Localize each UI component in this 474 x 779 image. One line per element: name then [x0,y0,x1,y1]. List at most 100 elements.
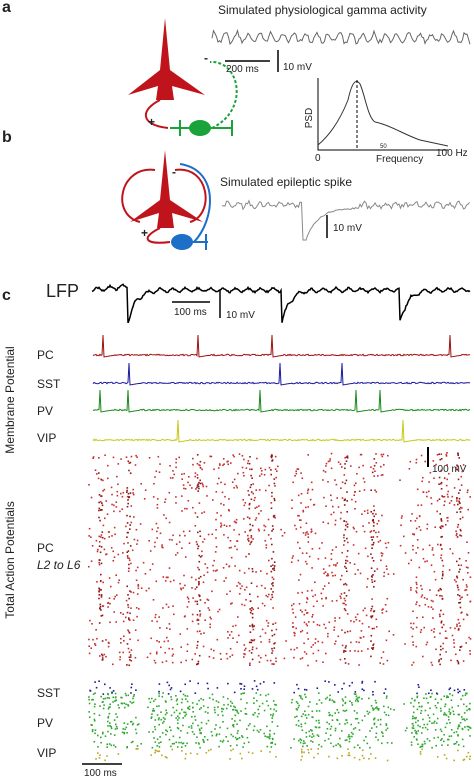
spike [204,602,206,604]
spike [361,622,364,625]
spike [436,510,438,513]
spike [222,458,225,460]
spike [325,465,327,467]
spike [444,630,447,632]
spike [106,755,108,757]
spike [272,528,274,531]
spike [192,711,194,713]
spike [324,739,326,742]
spike [330,494,332,497]
spike [254,712,256,714]
spike [135,607,138,609]
spike [227,703,229,706]
spike [247,724,250,727]
spike [168,647,170,650]
spike [345,524,347,527]
spike [186,643,189,646]
spike [458,571,460,573]
spike [249,608,251,610]
spike [173,711,176,714]
spike [376,706,378,708]
spike [421,588,423,590]
spike [426,738,429,740]
spike [216,512,218,514]
spike [417,719,419,722]
spike [370,511,372,513]
spike [98,541,101,543]
spike [357,552,360,555]
spike [253,697,255,699]
spike [271,525,274,527]
spike [162,722,164,724]
spike [118,707,120,709]
spike [196,474,199,476]
spike [456,575,458,578]
spike [453,642,455,644]
spike [161,661,164,664]
spike [341,497,344,499]
spike [156,705,158,708]
spike [412,622,415,625]
spike [88,484,90,486]
spike [165,603,168,606]
spike [458,690,461,693]
spike [256,699,258,702]
spike [180,646,182,648]
spike [243,685,246,687]
spike [439,594,441,597]
spike [100,741,102,744]
spike [333,511,335,514]
spike [349,735,351,738]
spike [297,725,300,727]
spike [117,704,120,706]
spike [387,573,390,575]
spike [295,701,298,703]
spike [335,483,338,486]
spike [272,568,274,570]
spike [445,714,448,717]
spike [107,693,110,696]
spike [92,638,94,641]
spike [426,728,429,731]
spike [311,530,313,533]
spike [449,722,451,724]
spike [412,661,415,664]
spike [327,573,329,575]
spike [251,639,254,642]
spike [412,610,414,613]
spike [112,663,114,666]
spike [266,700,268,702]
spike [430,661,433,664]
spike [171,648,174,650]
spike [263,529,266,532]
spike [352,733,354,735]
spike [312,621,315,623]
spike [356,697,359,699]
spike [370,640,372,642]
tick-label: 50 [380,144,387,150]
spike [409,460,412,463]
spike [159,463,161,465]
spike [98,472,100,474]
spike [257,528,260,531]
spike [132,701,135,704]
spike [176,719,179,721]
spike [101,653,103,656]
raster-label: VIP [37,746,56,760]
sign: - [172,165,176,179]
spike [324,680,326,682]
spike [102,524,105,527]
spike [326,696,328,699]
spike [373,475,375,477]
spike [351,704,354,706]
spike [321,641,324,644]
spike [181,495,183,497]
spike [158,746,161,748]
spike [198,577,200,580]
spike [304,742,306,744]
spike [107,601,110,604]
spike [360,637,362,639]
spike [329,698,331,700]
spike [218,608,221,611]
spike [411,732,413,734]
